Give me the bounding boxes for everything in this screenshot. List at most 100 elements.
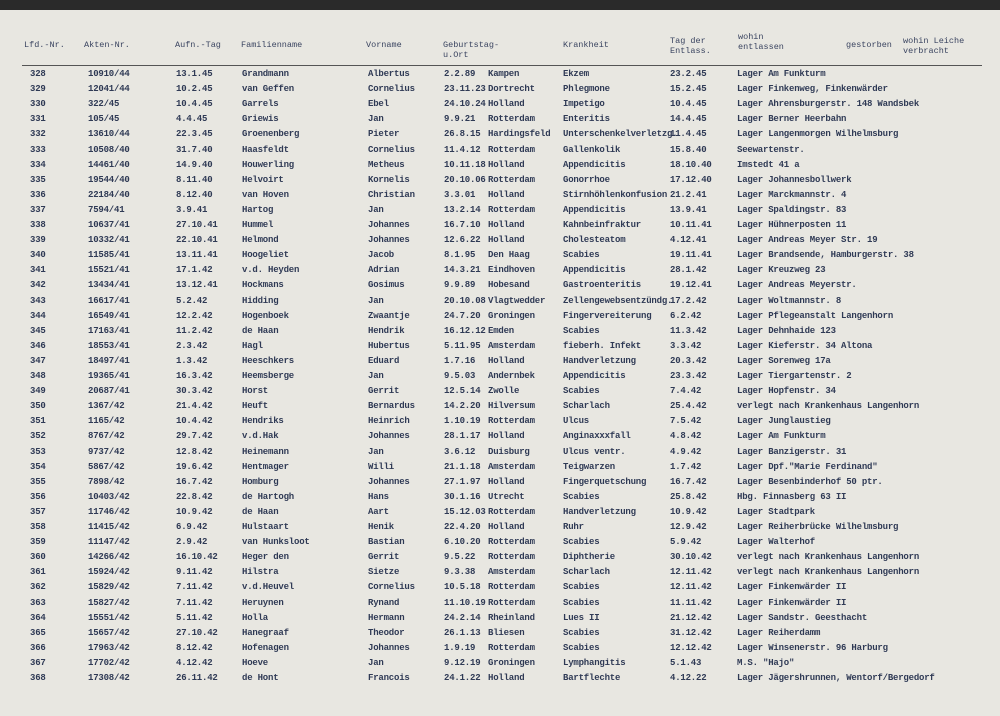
birth-date: 2.2.89 xyxy=(444,69,476,79)
surname: Heemsberge xyxy=(242,371,295,381)
birth-date: 3.6.12 xyxy=(444,446,476,457)
birth-place: Rotterdam xyxy=(488,642,535,653)
birth-date: 28.1.17 xyxy=(444,431,481,442)
discharged-to: Lager Andreas Meyer Str. 19 xyxy=(737,235,878,246)
row-number: 349 xyxy=(30,386,46,397)
illness: Cholesteatom xyxy=(563,235,626,246)
admission-date: 22.8.42 xyxy=(176,491,213,502)
birth-place: Rotterdam xyxy=(488,204,535,215)
file-number: 22184/40 xyxy=(88,189,130,200)
admission-date: 27.10.42 xyxy=(176,627,218,638)
first-name: Eduard xyxy=(368,355,400,366)
file-number: 10637/41 xyxy=(88,220,130,230)
birth-place: Rotterdam xyxy=(488,597,535,608)
illness: Ruhr xyxy=(563,522,584,532)
discharged-to: Lager Kieferstr. 34 Altona xyxy=(737,340,873,351)
column-header: Akten-Nr. xyxy=(84,40,130,50)
illness: Diphtherie xyxy=(563,552,616,563)
birth-date: 1.10.19 xyxy=(444,416,481,427)
illness: Bartflechte xyxy=(563,673,621,683)
discharge-date: 5.1.43 xyxy=(670,657,702,668)
admission-date: 11.2.42 xyxy=(176,325,213,336)
birth-date: 9.9.89 xyxy=(444,280,476,291)
file-number: 17308/42 xyxy=(88,673,130,683)
surname: Horst xyxy=(242,386,269,397)
illness: Scabies xyxy=(563,627,600,638)
file-number: 11147/42 xyxy=(88,537,130,548)
illness: Scabies xyxy=(563,537,600,548)
row-number: 362 xyxy=(30,582,46,593)
file-number: 7898/42 xyxy=(88,476,125,487)
discharge-date: 4.12.22 xyxy=(670,673,707,683)
birth-place: Rheinland xyxy=(488,612,535,623)
discharge-date: 23.2.45 xyxy=(670,69,707,79)
file-number: 18497/41 xyxy=(88,355,130,366)
row-number: 358 xyxy=(30,522,46,532)
discharged-to: Lager Johannesbollwerk xyxy=(737,174,852,185)
admission-date: 12.2.42 xyxy=(176,310,213,321)
discharged-to: Seewartenstr. xyxy=(737,144,805,155)
discharged-to: Lager Dehnhaide 123 xyxy=(737,325,836,336)
discharge-date: 10.9.42 xyxy=(670,506,707,517)
row-number: 367 xyxy=(30,657,46,668)
birth-place: Duisburg xyxy=(488,446,530,457)
first-name: Hermann xyxy=(368,612,405,623)
birth-date: 5.11.95 xyxy=(444,340,481,351)
illness: Ulcus xyxy=(563,416,590,427)
row-number: 331 xyxy=(30,114,46,125)
birth-date: 24.10.24 xyxy=(444,99,486,110)
birth-date: 16.12.12 xyxy=(444,325,486,336)
illness: Lues II xyxy=(563,612,600,623)
first-name: Jan xyxy=(368,657,384,668)
first-name: Aart xyxy=(368,506,389,517)
birth-date: 30.1.16 xyxy=(444,491,481,502)
row-number: 338 xyxy=(30,220,46,230)
discharge-date: 12.9.42 xyxy=(670,522,707,532)
birth-date: 6.10.20 xyxy=(444,537,481,548)
surname: Hartog xyxy=(242,204,274,215)
discharged-to: Lager Berner Heerbahn xyxy=(737,114,847,125)
discharge-date: 11.11.42 xyxy=(670,597,712,608)
illness: Unterschenkelverletzg. xyxy=(563,129,678,140)
column-header: Geburtstag-u.Ort xyxy=(443,40,500,60)
admission-date: 3.9.41 xyxy=(176,204,208,215)
discharge-date: 7.5.42 xyxy=(670,416,702,427)
admission-date: 1.3.42 xyxy=(176,355,208,366)
discharged-to: Lager Brandsende, Hamburgerstr. 38 xyxy=(737,250,914,261)
surname: Griewis xyxy=(242,114,279,125)
birth-place: Amsterdam xyxy=(488,567,535,578)
row-number: 351 xyxy=(30,416,46,427)
birth-date: 24.1.22 xyxy=(444,673,481,683)
admission-date: 13.12.41 xyxy=(176,280,218,291)
discharged-to: Lager Finkenwärder II xyxy=(737,582,847,593)
first-name: Adrian xyxy=(368,265,400,276)
admission-date: 27.10.41 xyxy=(176,220,218,230)
surname: v.d. Heyden xyxy=(242,265,300,276)
discharged-to: Lager Walterhof xyxy=(737,537,816,548)
illness: Gastroenteritis xyxy=(563,280,642,291)
first-name: Jan xyxy=(368,295,384,306)
illness: Scharlach xyxy=(563,567,610,578)
admission-date: 4.12.42 xyxy=(176,657,213,668)
birth-date: 23.11.23 xyxy=(444,84,486,95)
discharged-to: Lager Andreas Meyerstr. xyxy=(737,280,857,291)
surname: van Hoven xyxy=(242,189,289,200)
birth-place: Hilversum xyxy=(488,401,535,412)
file-number: 14461/40 xyxy=(88,159,130,170)
discharged-to: Lager Marckmannstr. 4 xyxy=(737,189,847,200)
birth-place: Holland xyxy=(488,431,525,442)
row-number: 345 xyxy=(30,325,46,336)
surname: Heruynen xyxy=(242,597,284,608)
birth-date: 15.12.03 xyxy=(444,506,486,517)
discharge-date: 5.9.42 xyxy=(670,537,702,548)
first-name: Sietze xyxy=(368,567,400,578)
row-number: 341 xyxy=(30,265,46,276)
illness: Teigwarzen xyxy=(563,461,616,472)
file-number: 7594/41 xyxy=(88,204,125,215)
file-number: 11585/41 xyxy=(88,250,130,261)
birth-date: 12.6.22 xyxy=(444,235,481,246)
birth-place: Hobesand xyxy=(488,280,530,291)
birth-date: 22.4.20 xyxy=(444,522,481,532)
illness: Zellengewebsentzündg. xyxy=(563,295,673,306)
surname: Helmond xyxy=(242,235,279,246)
